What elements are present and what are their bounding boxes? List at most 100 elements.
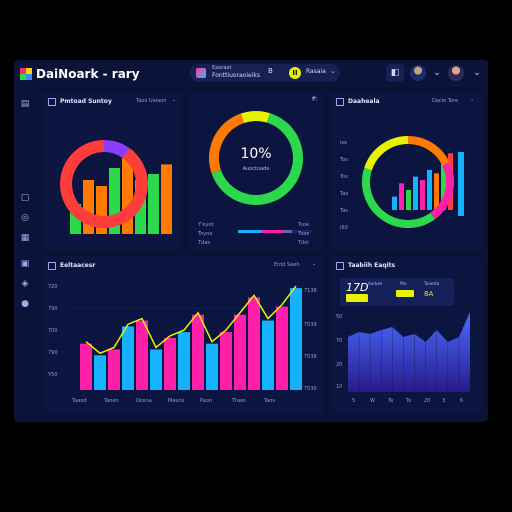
bar — [220, 332, 232, 390]
x-tick: Te — [388, 398, 394, 404]
app-title: DaiNoark - rary — [36, 67, 140, 81]
y-tick: 790 — [48, 350, 58, 356]
axis-label: iso — [340, 140, 348, 146]
stat-item: Pto — [400, 281, 407, 286]
y-tick: 70 — [336, 338, 343, 344]
legend-right-3: Tdol — [298, 240, 309, 246]
y-tick: 10 — [336, 384, 343, 390]
stat-highlight — [396, 290, 414, 297]
y-tick-right: 7030 — [304, 386, 317, 392]
x-tick: Mauns — [168, 398, 185, 404]
bar — [434, 173, 439, 210]
x-tick: W — [370, 398, 375, 404]
axis-label: Tos — [340, 174, 348, 180]
folder-icon[interactable]: ▣ — [20, 259, 30, 269]
y-tick: 700 — [48, 328, 58, 334]
card-tab[interactable]: Taoo Uaiaon — [136, 98, 167, 104]
dashboard-window: DaiNoark - rary Eaoraat Fonttiuoraoieiks… — [14, 60, 488, 422]
chevron-down-icon[interactable]: ⌄ — [473, 68, 481, 78]
card-trend: Eeltaacesr Entd Seeh ⌄ 720 790 700 790 Y… — [42, 256, 324, 414]
x-tick: 6 — [460, 398, 464, 404]
y-tick: 20 — [336, 362, 343, 368]
bar — [406, 190, 411, 210]
bar — [161, 164, 172, 234]
stat-item: Taaesta — [424, 281, 440, 286]
bar — [136, 320, 148, 390]
bar — [108, 349, 120, 390]
home-icon[interactable]: ▤ — [20, 99, 30, 109]
legend-left-2: Toyne — [198, 231, 213, 237]
chevron-down-icon[interactable]: ⌄ — [312, 261, 317, 267]
y-tick-right: 7138 — [304, 288, 317, 294]
x-tick: Taos — [264, 398, 275, 404]
dashboard-icon[interactable]: ◧ — [386, 64, 404, 82]
stat-highlight — [346, 294, 368, 302]
details-icon — [336, 98, 344, 106]
donut-subtitle: Auoctuade — [242, 166, 270, 172]
bar — [80, 343, 92, 390]
y-tick-right: 7038 — [304, 354, 317, 360]
x-tick: 20 — [424, 398, 431, 404]
ring-segment — [364, 136, 409, 171]
x-tick: 5 — [352, 398, 356, 404]
chevron-down-icon: ⌄ — [330, 67, 336, 75]
document-icon[interactable]: ▢ — [20, 193, 30, 203]
avatar[interactable] — [448, 65, 464, 81]
chart-icon[interactable]: ▦ — [20, 233, 30, 243]
donut-segment — [103, 140, 130, 159]
details-chart — [362, 136, 464, 228]
search-box[interactable]: Eaoraat Fonttiuoraoieiks B — [190, 64, 298, 82]
bar — [148, 174, 159, 234]
bar — [206, 343, 218, 390]
bar — [413, 176, 418, 210]
bar — [83, 180, 94, 234]
globe-icon[interactable]: ● — [21, 299, 29, 309]
bar — [441, 163, 446, 210]
chevron-down-icon[interactable]: ⌄ — [470, 97, 475, 103]
bar — [178, 332, 190, 390]
card-progress: ◩ 10% Auoctuade Y'eyot Toyne Tdae Tsoe T… — [188, 92, 324, 250]
app-icon — [196, 68, 206, 78]
avatar[interactable] — [410, 65, 426, 81]
bar — [70, 204, 81, 234]
progress-fill — [262, 230, 284, 233]
user-menu[interactable]: II Rasaia ⌄ — [286, 64, 340, 82]
search-badge: B — [268, 67, 273, 75]
bar — [150, 349, 162, 390]
ring-segment — [362, 167, 436, 228]
axis-label: i60 — [340, 225, 348, 231]
chevron-down-icon[interactable]: ⌄ — [172, 97, 177, 103]
app-logo-icon — [20, 68, 32, 80]
x-tick: Taaod — [72, 398, 87, 404]
x-tick: Tanen — [104, 398, 119, 404]
card-tab[interactable]: Dacie Tere — [432, 98, 459, 104]
card-title: Eeltaacesr — [60, 262, 96, 269]
x-tick: To — [406, 398, 412, 404]
insights-chart — [348, 312, 470, 392]
x-tick: Dosna — [136, 398, 152, 404]
bar — [392, 196, 397, 210]
ring-segment — [407, 136, 450, 166]
card-tab[interactable]: Entd Seeh — [274, 262, 300, 268]
chevron-down-icon[interactable]: ⌄ — [433, 68, 441, 78]
x-tick: 3 — [442, 398, 446, 404]
progress-fill — [238, 230, 262, 233]
summary-icon — [48, 98, 56, 106]
link-icon[interactable]: ◎ — [21, 213, 29, 223]
bar — [122, 326, 134, 390]
axis-label: Tao — [340, 191, 349, 197]
bar — [248, 297, 260, 390]
card-summary: Pmtoad Suntoy Taoo Uaiaon ⌄ — [42, 92, 182, 250]
search-line1: Eaoraat — [212, 65, 232, 71]
y-tick: 790 — [48, 306, 58, 312]
axis-label: Tas — [340, 208, 348, 214]
card-title: Pmtoad Suntoy — [60, 98, 112, 105]
bar — [192, 314, 204, 390]
settings-icon[interactable]: ◈ — [21, 279, 29, 289]
donut-value: 10% — [240, 146, 272, 162]
expand-icon[interactable]: ◩ — [312, 96, 317, 102]
bar — [458, 152, 464, 216]
card-insights: Taabiih Eaqits 17D Aurbee Pto Taaesta 8A… — [330, 256, 482, 414]
donut-slice — [211, 113, 303, 205]
sidebar: ▤ ▢ ◎ ▦ ▣ ◈ ● — [14, 86, 36, 422]
